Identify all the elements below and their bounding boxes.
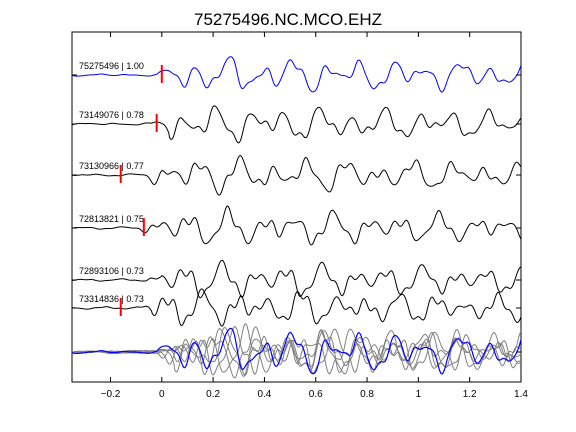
waveform-trace-1 — [71, 56, 522, 93]
waveform-trace-3 — [71, 155, 522, 196]
trace-label-5: 72893106 | 0.73 — [79, 266, 144, 276]
plot-frame — [71, 31, 522, 383]
trace-label-3: 73130966 | 0.77 — [79, 161, 144, 171]
waveform-trace-4 — [71, 205, 522, 246]
x-tick-label: 0.8 — [360, 389, 374, 400]
trace-label-1: 75275496 | 1.00 — [79, 61, 144, 71]
chart-title: 75275496.NC.MCO.EHZ — [194, 10, 382, 29]
stack-trace-5 — [71, 326, 522, 376]
traces-layer: 75275496 | 1.00 73149076 | 0.78 73130966 |… — [71, 56, 522, 379]
x-tick-label: 0.6 — [309, 389, 323, 400]
x-tick-label: −0.2 — [101, 389, 121, 400]
x-tick-label: 0 — [159, 389, 165, 400]
trace-label-6: 73314836 | 0.73 — [79, 294, 144, 304]
x-tick-label: 1.2 — [463, 389, 477, 400]
stack-trace-3 — [71, 326, 522, 379]
x-tick-label: 0.4 — [257, 389, 271, 400]
waveform-trace-5 — [71, 259, 522, 299]
waveform-trace-2 — [71, 105, 522, 144]
trace-label-2: 73149076 | 0.78 — [79, 110, 144, 120]
trace-label-4: 72813821 | 0.75 — [79, 214, 144, 224]
x-tick-label: 1.4 — [514, 389, 528, 400]
x-tick-label: 0.2 — [206, 389, 220, 400]
x-tick-label: 1 — [416, 389, 422, 400]
x-axis: −0.2 0 0.2 0.4 0.6 0.8 1 1.2 1.4 — [101, 32, 528, 400]
stack-trace-main — [71, 327, 522, 375]
stack-trace-4 — [71, 323, 522, 375]
waveform-trace-6 — [71, 288, 522, 327]
